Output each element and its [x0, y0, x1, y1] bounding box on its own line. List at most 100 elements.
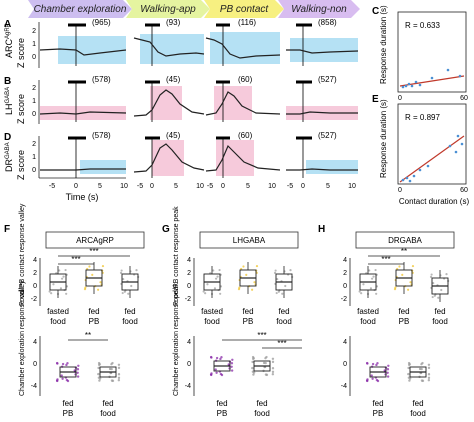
y-tick: 2 — [343, 270, 347, 277]
mean-trace — [39, 111, 127, 115]
data-point — [253, 281, 256, 284]
cell-count: (116) — [238, 18, 256, 27]
x-tick: -5 — [207, 183, 213, 190]
x-axis-label: Time (s) — [66, 192, 99, 202]
mean-trace — [205, 144, 281, 172]
scatter-point — [407, 82, 411, 86]
data-point — [60, 374, 63, 377]
data-point — [251, 357, 255, 361]
row-label-dr: DRGABA — [4, 142, 14, 172]
category-label: fed — [124, 307, 135, 316]
response-shade — [150, 86, 182, 120]
data-point — [251, 370, 255, 373]
data-point — [130, 284, 133, 288]
data-point — [409, 281, 412, 284]
y-tick: 0 — [33, 283, 37, 290]
data-point — [60, 277, 64, 280]
data-point — [212, 269, 215, 272]
scatter-point — [410, 84, 414, 88]
mean-trace — [133, 143, 205, 173]
category-label: PB — [89, 317, 100, 326]
box-plot-panels: ARCAgRP 4 2 0 -2 Food/PB contact response val… — [19, 203, 455, 418]
data-point — [264, 361, 267, 365]
significance-mark: *** — [71, 255, 80, 264]
data-point — [251, 366, 254, 370]
r-value: R = 0.633 — [405, 21, 440, 30]
data-point — [97, 366, 100, 370]
x-tick: -5 — [49, 183, 55, 190]
data-point — [110, 362, 113, 366]
data-point — [206, 283, 209, 286]
y-tick: -2 — [185, 296, 191, 303]
fit-line — [399, 135, 465, 183]
data-point — [251, 360, 254, 364]
panel-letter-e: E — [372, 94, 379, 105]
data-point — [219, 372, 223, 376]
data-point — [50, 292, 53, 295]
corr-y-label: Response duration (s) — [379, 99, 388, 178]
panel-letter-c: C — [372, 6, 379, 17]
y-tick: 4 — [187, 339, 191, 346]
y-tick: 1 — [32, 154, 36, 161]
scatter-point — [458, 74, 462, 78]
data-point — [127, 292, 130, 295]
data-point — [65, 292, 68, 295]
data-point — [214, 368, 217, 371]
data-point — [371, 377, 374, 380]
cell-count: (45) — [166, 75, 181, 84]
data-point — [245, 273, 248, 276]
data-point — [215, 371, 218, 374]
data-point — [437, 296, 440, 299]
data-point — [271, 367, 275, 370]
y-tick: 2 — [32, 85, 36, 92]
y-tick: 1 — [32, 98, 36, 105]
box-panel-title: LHGABA — [233, 236, 266, 245]
panel-letter-a: A — [4, 19, 11, 30]
data-point — [401, 273, 404, 276]
data-point — [110, 379, 114, 382]
data-point — [264, 356, 267, 360]
data-point — [375, 363, 378, 367]
significance-mark: *** — [89, 247, 98, 256]
trace-row-arc: ARCAgRP Z score 2 1 0 (965) (93) (116) (… — [4, 18, 359, 68]
category-label: PB — [217, 409, 228, 418]
y-tick: 0 — [343, 361, 347, 368]
panel-letter-d: D — [4, 132, 11, 143]
data-point — [48, 290, 51, 293]
box-panel-title-box — [199, 231, 299, 249]
data-point — [99, 281, 102, 284]
data-point — [407, 372, 410, 376]
corr-x-label: Contact duration (s) — [399, 197, 470, 206]
data-point — [209, 373, 213, 376]
data-point — [362, 283, 365, 286]
mean-trace — [133, 89, 205, 117]
data-point — [427, 373, 431, 376]
data-point — [230, 369, 234, 372]
data-point — [216, 275, 219, 278]
x-tick: -5 — [137, 183, 143, 190]
y-tick: 1 — [32, 41, 36, 48]
box-y-label: Chamber exploration response peak — [173, 283, 180, 396]
data-point — [271, 360, 275, 364]
box-panel-title-box — [45, 231, 145, 249]
data-point — [76, 371, 79, 374]
data-point — [375, 292, 378, 295]
y-tick: 4 — [33, 339, 37, 346]
data-point — [58, 269, 61, 272]
scatter-point — [426, 164, 430, 168]
x-tick: 5 — [246, 183, 250, 190]
data-point — [117, 376, 121, 380]
data-point — [407, 363, 411, 367]
data-point — [369, 287, 373, 290]
cell-count: (578) — [92, 131, 111, 140]
category-label: fed — [434, 307, 445, 316]
data-point — [284, 284, 287, 288]
data-point — [220, 356, 223, 359]
x-tick: 10 — [196, 183, 204, 190]
data-point — [97, 363, 101, 367]
y-tick: 0 — [187, 361, 191, 368]
data-point — [64, 268, 67, 272]
data-point — [213, 287, 217, 290]
response-shade — [214, 86, 252, 120]
data-point — [97, 376, 101, 379]
